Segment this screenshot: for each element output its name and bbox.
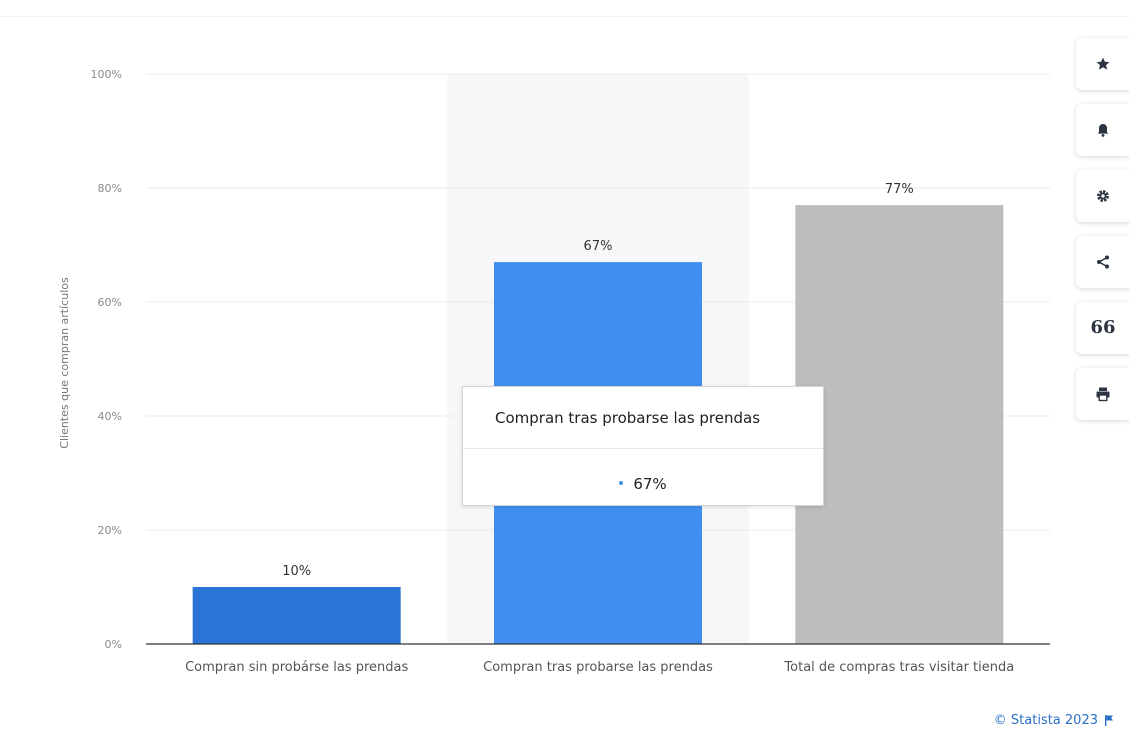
y-tick-label: 40%: [98, 410, 122, 423]
category-label: Compran tras probarse las prendas: [483, 660, 713, 675]
top-divider: [0, 16, 1130, 17]
share-icon: [1097, 255, 1109, 269]
favorite-button[interactable]: [1076, 38, 1130, 90]
print-button[interactable]: [1076, 368, 1130, 420]
quote-icon: 66: [1090, 317, 1116, 338]
star-icon: [1096, 57, 1110, 70]
statista-credit[interactable]: © Statista 2023: [994, 713, 1114, 728]
y-tick-label: 60%: [98, 296, 122, 309]
y-axis-label: Clientes que compran artículos: [58, 277, 71, 449]
notification-button[interactable]: [1076, 104, 1130, 156]
y-tick-label: 80%: [98, 182, 122, 195]
bell-icon: [1097, 124, 1109, 137]
y-tick-label: 100%: [91, 68, 122, 81]
gear-icon: [1097, 190, 1109, 202]
credit-text: © Statista 2023: [993, 713, 1098, 728]
bar[interactable]: [795, 205, 1004, 644]
data-label: 77%: [885, 182, 914, 197]
flag-icon: [1105, 715, 1113, 726]
category-label: Compran sin probárse las prendas: [185, 660, 408, 675]
tooltip-series-dot: [619, 480, 624, 485]
share-button[interactable]: [1076, 236, 1130, 288]
chart-toolbar: 66: [1076, 38, 1130, 434]
settings-button[interactable]: [1076, 170, 1130, 222]
bar-chart: 0% 20% 40% 60% 80% 100% 10% 67% 77% Compran sin…: [58, 68, 1050, 675]
tooltip-value: 67%: [633, 475, 667, 493]
tooltip-title: Compran tras probarse las prendas: [495, 409, 761, 427]
bar[interactable]: [192, 587, 401, 644]
category-label: Total de compras tras visitar tienda: [783, 660, 1014, 675]
print-icon: [1096, 387, 1110, 402]
y-tick-label: 0%: [105, 638, 122, 651]
cite-button[interactable]: 66: [1076, 302, 1130, 354]
y-axis-ticks: 0% 20% 40% 60% 80% 100%: [91, 68, 122, 651]
data-label: 67%: [584, 239, 613, 254]
data-labels: 10% 67% 77%: [282, 182, 914, 579]
y-tick-label: 20%: [98, 524, 122, 537]
data-label: 10%: [282, 564, 311, 579]
tooltip-value-row: 67%: [463, 475, 823, 493]
tooltip: Compran tras probarse las prendas 67%: [462, 386, 824, 506]
category-labels: Compran sin probárse las prendas Compran …: [185, 660, 1014, 675]
tooltip-divider: [463, 448, 823, 449]
